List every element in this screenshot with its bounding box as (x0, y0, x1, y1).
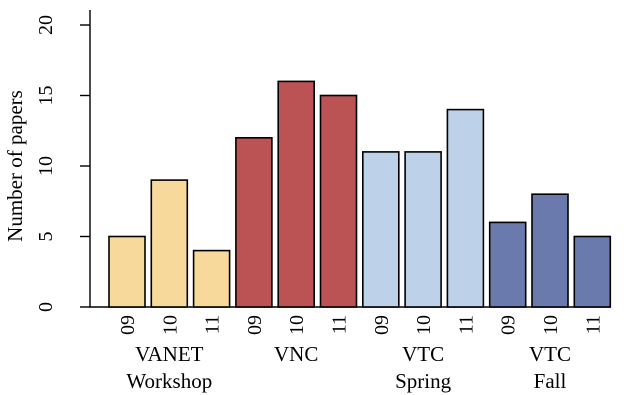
group-label: VANET (135, 342, 204, 366)
bar (192, 249, 231, 308)
y-tick-label: 5 (35, 232, 57, 242)
x-tick-label: 10 (159, 315, 181, 335)
bars (108, 80, 612, 308)
y-tick-label: 20 (35, 15, 57, 35)
x-tick-label: 09 (371, 315, 393, 335)
x-tick-label: 10 (540, 315, 562, 335)
y-tick-label: 0 (35, 302, 57, 312)
y-tick-label: 10 (35, 156, 57, 176)
bar (108, 235, 146, 308)
bar (573, 235, 612, 308)
bar (319, 94, 358, 308)
bar (235, 137, 273, 308)
x-tick-label: 09 (498, 315, 520, 335)
y-tick-label: 15 (35, 86, 57, 106)
x-tick-label: 09 (117, 315, 139, 335)
group-label: VNC (274, 342, 318, 366)
x-tick-label: 11 (329, 315, 351, 334)
x-tick-label: 11 (455, 315, 477, 334)
group-labels: VANET Workshop VNC VTC Spring VTC Fall (126, 342, 571, 393)
x-tick-label: 10 (413, 315, 435, 335)
x-tick-label: 09 (244, 315, 266, 335)
bar (150, 179, 189, 308)
group-label: VTC (529, 342, 571, 366)
y-axis-title: Number of papers (3, 90, 27, 242)
bar (404, 151, 442, 308)
group-label: Spring (395, 369, 452, 393)
x-tick-label: 10 (286, 315, 308, 335)
group-label: Workshop (126, 369, 212, 393)
bar (531, 193, 569, 308)
bar (488, 221, 527, 308)
bar (446, 108, 485, 308)
bar (361, 151, 400, 308)
group-label: Fall (534, 369, 567, 393)
group-label: VTC (402, 342, 444, 366)
x-tick-label: 11 (202, 315, 224, 334)
x-tick-label: 11 (582, 315, 604, 334)
bar (277, 80, 316, 308)
x-tick-labels: 09 10 11 09 10 11 09 10 11 09 10 11 (117, 315, 604, 335)
y-axis: 0 5 10 15 20 (35, 15, 90, 312)
